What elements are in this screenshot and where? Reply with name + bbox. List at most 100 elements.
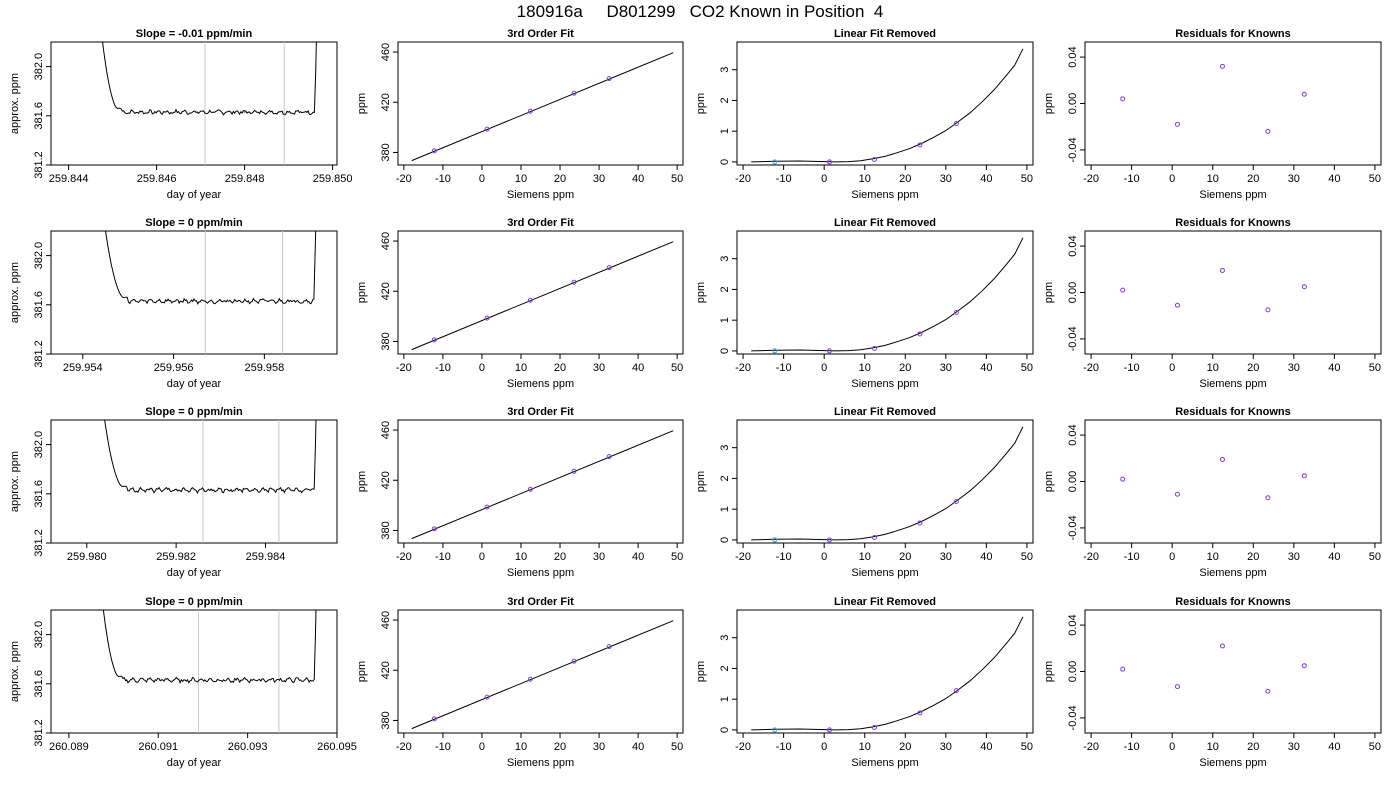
y-axis-label: ppm xyxy=(695,661,707,682)
y-axis-label: ppm xyxy=(356,282,368,303)
data-point xyxy=(571,90,577,96)
data-point xyxy=(772,159,778,165)
x-tick-label: 30 xyxy=(1288,362,1300,374)
x-axis-label: Siemens ppm xyxy=(1199,378,1266,390)
panel-r3-c1: 3rd Order Fit -20 -10 0 10 20 30 40 50 380 420 460 S… xyxy=(356,596,684,769)
panel-r1-c3: Residuals for Knowns -20 -10 0 10 20 30 40 50 -0.… xyxy=(1043,217,1382,390)
data-point xyxy=(953,120,959,126)
panel-r3-c2: Linear Fit Removed -20 -10 0 10 20 30 40 50 0 1 2 3 S… xyxy=(695,596,1034,769)
data-point xyxy=(953,498,959,504)
y-tick-label: 460 xyxy=(380,421,392,439)
y-tick-label: 420 xyxy=(380,282,392,300)
x-tick-label: 40 xyxy=(980,551,992,563)
panel-r3-c3: Residuals for Knowns -20 -10 0 10 20 30 40 50 -0.… xyxy=(1043,596,1382,769)
panel-r2-c2: Linear Fit Removed -20 -10 0 10 20 30 40 50 0 1 2 3 S… xyxy=(695,406,1034,579)
x-tick-label: 30 xyxy=(593,551,605,563)
x-tick-label: 260.093 xyxy=(228,741,268,753)
data-point xyxy=(484,126,490,132)
data-point xyxy=(1120,476,1126,482)
data-layer xyxy=(751,48,1024,165)
data-point xyxy=(917,142,923,148)
y-tick-label: 381.6 xyxy=(33,480,45,508)
x-tick-label: 50 xyxy=(1369,173,1381,185)
plot-frame xyxy=(1084,419,1382,544)
x-tick-label: 40 xyxy=(980,362,992,374)
x-tick-label: -20 xyxy=(1083,551,1099,563)
data-point xyxy=(484,694,490,700)
x-tick-label: 40 xyxy=(632,741,644,753)
x-tick-label: 40 xyxy=(632,173,644,185)
x-tick-label: 30 xyxy=(1288,741,1300,753)
x-axis-label: day of year xyxy=(167,757,222,769)
y-tick-label: 0.04 xyxy=(1067,235,1079,256)
y-axis-label: ppm xyxy=(1043,661,1055,682)
x-tick-label: 50 xyxy=(671,362,683,374)
y-tick-label: 381.6 xyxy=(33,670,45,698)
panel-r0-c1: 3rd Order Fit -20 -10 0 10 20 30 40 50 380 420 460 S… xyxy=(356,28,684,201)
x-tick-label: 259.982 xyxy=(156,551,196,563)
data-point xyxy=(431,337,437,343)
data-layer xyxy=(411,52,674,162)
x-tick-label: -20 xyxy=(1083,173,1099,185)
data-layer xyxy=(1120,63,1307,134)
data-point xyxy=(1174,684,1180,690)
data-point xyxy=(917,710,923,716)
x-tick-label: 0 xyxy=(479,362,485,374)
data-point xyxy=(1120,287,1126,293)
x-tick-label: -10 xyxy=(435,362,451,374)
panel-title: Residuals for Knowns xyxy=(1175,596,1291,608)
x-tick-label: 20 xyxy=(899,551,911,563)
data-point xyxy=(1219,643,1225,649)
data-point xyxy=(606,76,612,82)
y-tick-label: 2 xyxy=(719,475,731,481)
y-tick-label: 460 xyxy=(380,43,392,61)
panel-r1-c2: Linear Fit Removed -20 -10 0 10 20 30 40 50 0 1 2 3 S… xyxy=(695,217,1034,390)
data-point xyxy=(527,297,533,303)
x-tick-label: 0 xyxy=(1169,741,1175,753)
x-tick-label: 50 xyxy=(1021,741,1033,753)
y-tick-label: 380 xyxy=(380,711,392,729)
plot-frame xyxy=(736,41,1034,166)
y-tick-label: 0.00 xyxy=(1067,471,1079,492)
x-tick-label: 0 xyxy=(479,551,485,563)
y-tick-label: 460 xyxy=(380,611,392,629)
x-tick-label: 40 xyxy=(980,741,992,753)
y-tick-label: 0 xyxy=(719,537,731,543)
x-tick-label: 20 xyxy=(1247,173,1259,185)
data-point xyxy=(772,348,778,354)
mean-marker xyxy=(233,679,236,682)
data-point xyxy=(917,520,923,526)
data-point xyxy=(1301,663,1307,669)
x-tick-label: 10 xyxy=(859,551,871,563)
x-tick-label: -10 xyxy=(776,551,792,563)
y-tick-label: 0 xyxy=(719,159,731,165)
x-tick-label: 50 xyxy=(671,741,683,753)
y-axis-label: approx. ppm xyxy=(9,641,21,702)
x-tick-label: 30 xyxy=(940,173,952,185)
data-point xyxy=(1174,491,1180,497)
y-tick-label: 3 xyxy=(719,445,731,451)
panel-title: Slope = 0 ppm/min xyxy=(145,406,243,418)
data-point xyxy=(1301,284,1307,290)
x-tick-label: 10 xyxy=(859,362,871,374)
data-point xyxy=(1265,307,1271,313)
x-tick-label: -10 xyxy=(776,173,792,185)
data-layer xyxy=(751,237,1024,354)
mean-marker xyxy=(233,489,236,492)
data-point xyxy=(826,159,832,165)
x-tick-label: 50 xyxy=(1021,173,1033,185)
y-tick-label: 0.00 xyxy=(1067,282,1079,303)
x-tick-label: -20 xyxy=(735,551,751,563)
panel-title: 3rd Order Fit xyxy=(507,28,574,40)
y-axis-label: ppm xyxy=(1043,282,1055,303)
y-tick-label: 1 xyxy=(719,506,731,512)
panel-title: Linear Fit Removed xyxy=(834,217,936,229)
x-tick-label: 40 xyxy=(1328,741,1340,753)
y-tick-label: 2 xyxy=(719,97,731,103)
x-tick-label: 30 xyxy=(940,551,952,563)
x-tick-label: 0 xyxy=(821,741,827,753)
x-tick-label: -20 xyxy=(1083,741,1099,753)
x-tick-label: 10 xyxy=(515,551,527,563)
data-point xyxy=(431,148,437,154)
y-axis-label: ppm xyxy=(695,93,707,114)
